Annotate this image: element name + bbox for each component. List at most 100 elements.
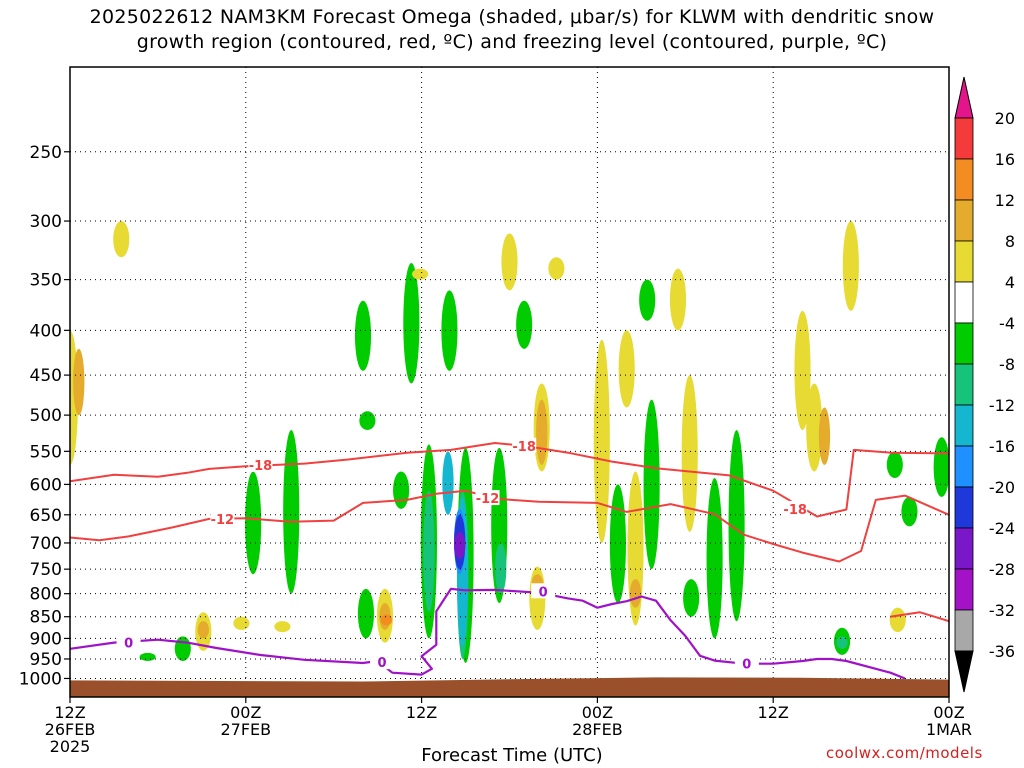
- omega-area-46: [669, 268, 687, 331]
- contour-labels: -18 -18 -18 -12 -12 0 0 0 0: [116, 437, 808, 673]
- x-axis-label: Forecast Time (UTC): [421, 745, 603, 766]
- omega-area-44: [639, 279, 656, 321]
- omega-area-49: [706, 478, 723, 639]
- omega-area-23: [441, 290, 458, 371]
- omega-area-3: [139, 652, 156, 661]
- omega-area-60: [933, 437, 949, 497]
- omega-area-43: [609, 484, 626, 604]
- y-tick-label-700: 700: [30, 534, 62, 554]
- colorbar-swatch-2: [954, 199, 974, 242]
- credit-link[interactable]: coolwx.com/models: [826, 744, 983, 762]
- dgz-label-b-bg: [512, 437, 537, 453]
- dgz-label-d: -12: [211, 513, 235, 528]
- dgz-label-b: -18: [512, 440, 536, 455]
- omega-area-2: [113, 221, 130, 258]
- freezing-label-d: 0: [742, 658, 751, 673]
- y-tick-label-250: 250: [30, 143, 62, 163]
- omega-area-36: [536, 399, 548, 465]
- omega-area-12: [359, 411, 376, 431]
- omega-area-47: [681, 375, 698, 532]
- y-tick-label-600: 600: [30, 475, 62, 495]
- y-tick-label-1000: 1000: [19, 669, 62, 689]
- omega-area-58: [901, 496, 918, 527]
- colorbar-swatch-0: [954, 117, 974, 160]
- y-tick-label-950: 950: [30, 650, 62, 670]
- colorbar-label-1: 16: [995, 150, 1015, 169]
- omega-area-16: [380, 614, 393, 626]
- omega-area-22: [442, 451, 454, 515]
- y-tick-label-750: 750: [30, 560, 62, 580]
- x-tick-label-12-0: 00Z: [230, 703, 261, 722]
- x-tick-label-24-0: 12Z: [406, 703, 437, 722]
- dgz-label-d-bg: [210, 510, 235, 526]
- omega-area-52: [806, 383, 823, 472]
- omega-area-29: [454, 531, 466, 559]
- omega-area-45: [643, 399, 660, 570]
- colorbar: 20 16 12 8 4 -4 -8 -12 -16 -20 -24 -28 -32 -36: [954, 76, 1015, 693]
- omega-area-1: [73, 348, 85, 416]
- x-tick-label-60-1: 1MAR: [926, 720, 972, 739]
- x-tick-label-48-0: 12Z: [758, 703, 789, 722]
- colorbar-top-arrow: [954, 76, 974, 119]
- omega-area-57: [886, 451, 903, 479]
- omega-area-53: [818, 407, 831, 465]
- colorbar-swatch-9: [954, 486, 974, 529]
- colorbar-label-3: 8: [1005, 232, 1015, 251]
- colorbar-label-10: -24: [989, 519, 1015, 538]
- omega-area-7: [233, 616, 250, 630]
- freezing-label-a-bg: [116, 634, 141, 650]
- colorbar-swatch-7: [954, 404, 974, 447]
- colorbar-swatch-10: [954, 527, 974, 570]
- colorbar-label-4: 4: [1005, 273, 1015, 292]
- omega-area-48: [683, 579, 700, 617]
- plot-area: [70, 67, 949, 697]
- terrain: [70, 677, 949, 697]
- y-tick-label-500: 500: [30, 406, 62, 426]
- freezing-label-b: 0: [378, 656, 387, 671]
- omega-area-4: [174, 636, 191, 661]
- y-tick-label-450: 450: [30, 366, 62, 386]
- omega-area-19: [412, 268, 429, 280]
- x-tick-label-12-1: 27FEB: [220, 720, 271, 739]
- chart-title-line2: growth region (contoured, red, ºC) and f…: [136, 31, 888, 53]
- omega-area-39: [593, 339, 610, 543]
- omega-area-10: [283, 430, 300, 594]
- dgz-label-e: -12: [476, 492, 500, 507]
- dgz-contour-0: [70, 442, 949, 518]
- omega-area-9: [274, 621, 291, 633]
- omega-area-50: [728, 430, 745, 622]
- colorbar-label-0: 20: [995, 109, 1015, 128]
- dgz-label-a-bg: [248, 456, 273, 472]
- colorbar-swatch-8: [954, 445, 974, 488]
- colorbar-label-12: -32: [989, 601, 1015, 620]
- y-tick-label-400: 400: [30, 321, 62, 341]
- freezing-label-a: 0: [124, 637, 133, 652]
- omega-area-40: [618, 330, 635, 408]
- y-tick-label-900: 900: [30, 629, 62, 649]
- x-tick-label-0-1: 26FEB: [45, 720, 96, 739]
- x-tick-label-0-2: 2025: [50, 737, 91, 756]
- freezing-label-c: 0: [539, 585, 548, 600]
- terrain-fill: [70, 677, 949, 697]
- dgz-label-e-bg: [475, 490, 500, 506]
- x-tick-label-36-0: 00Z: [582, 703, 613, 722]
- colorbar-swatch-1: [954, 158, 974, 201]
- omega-area-51: [794, 310, 811, 431]
- y-axis: 2503003504004505005506006507007508008509…: [19, 143, 70, 689]
- colorbar-label-2: 12: [995, 191, 1015, 210]
- colorbar-label-7: -12: [989, 396, 1015, 415]
- freezing-label-c-bg: [531, 583, 556, 599]
- colorbar-swatch-11: [954, 568, 974, 611]
- dgz-label-a: -18: [249, 459, 273, 474]
- colorbar-label-6: -8: [999, 355, 1015, 374]
- dgz-label-c-bg: [783, 500, 808, 516]
- y-tick-label-850: 850: [30, 608, 62, 628]
- omega-area-8: [245, 471, 262, 575]
- colorbar-label-11: -28: [989, 560, 1015, 579]
- dgz-label-c: -18: [783, 503, 807, 518]
- omega-area-33: [516, 300, 533, 349]
- x-tick-label-60-0: 00Z: [933, 703, 964, 722]
- freezing-level-contour: [70, 587, 906, 680]
- chart-title-line1: 2025022612 NAM3KM Forecast Omega (shaded…: [89, 6, 935, 28]
